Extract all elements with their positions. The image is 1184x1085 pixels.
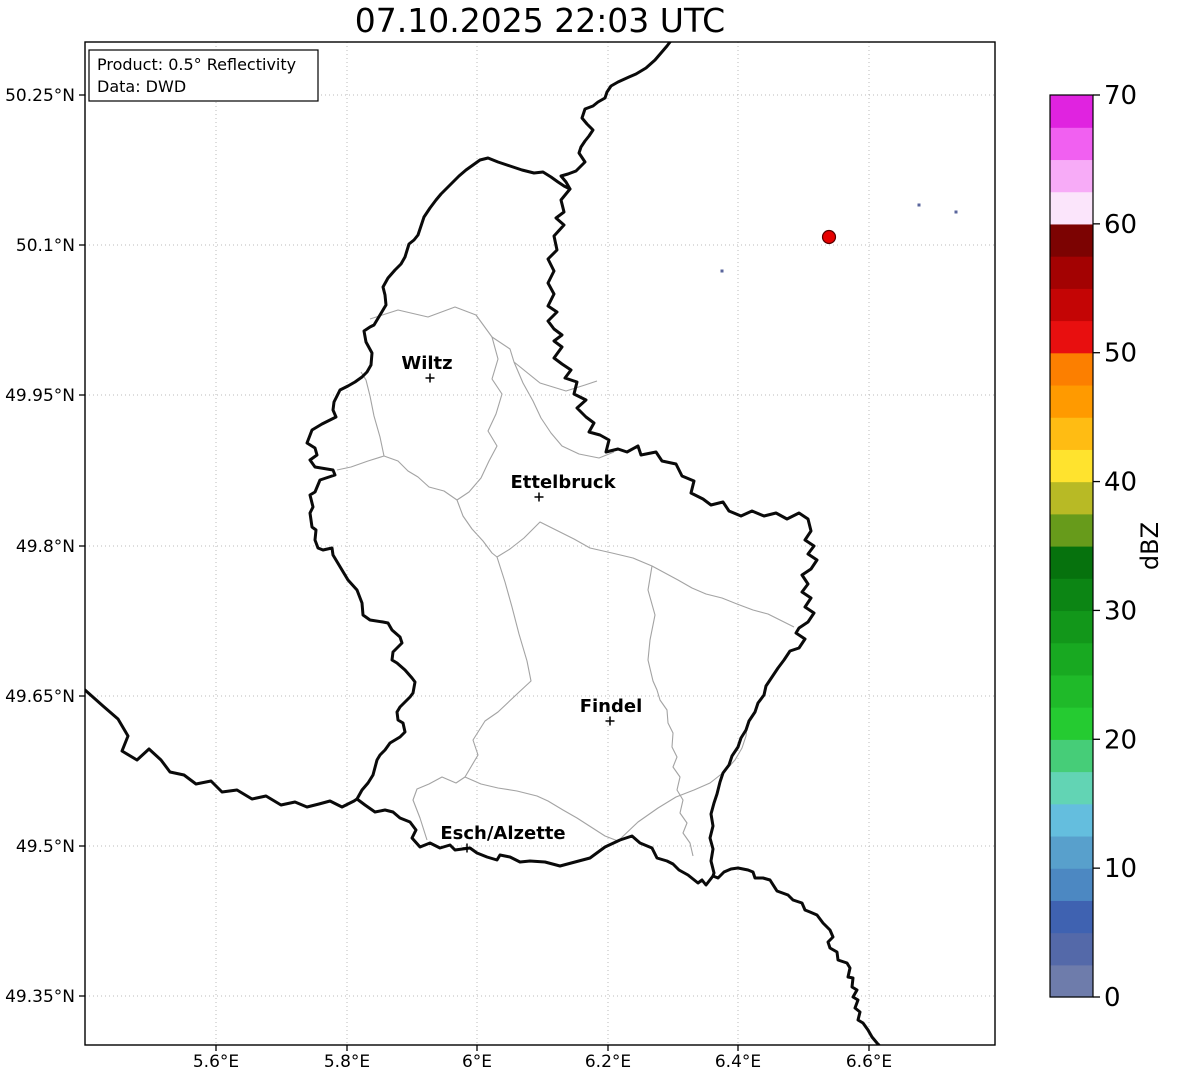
colorbar-tick-label: 40 <box>1104 468 1137 498</box>
lon-tick-label: 6.6°E <box>846 1052 892 1072</box>
colorbar-segment <box>1050 95 1093 128</box>
colorbar-unit-label: dBZ <box>1136 522 1164 570</box>
colorbar-segment <box>1050 739 1093 773</box>
city-marker-icon <box>534 492 544 502</box>
colorbar-segment <box>1050 674 1093 708</box>
colorbar-tick-label: 20 <box>1104 725 1137 755</box>
product-label: Product: 0.5° Reflectivity <box>97 55 296 74</box>
france-belgium-border-path <box>85 688 359 809</box>
lon-tick-label: 5.6°E <box>193 1052 239 1072</box>
colorbar-segment <box>1050 256 1093 289</box>
france-germany-border-path <box>711 866 881 1045</box>
colorbar-segment <box>1050 932 1093 966</box>
lat-tick-label: 49.8°N <box>16 537 75 557</box>
radar-echo-weak <box>954 210 958 214</box>
colorbar-segment <box>1050 127 1093 161</box>
internal-boundary-path <box>617 726 748 842</box>
colorbar-segment <box>1050 900 1093 934</box>
internal-boundary-path <box>513 361 615 459</box>
colorbar-segment <box>1050 964 1093 998</box>
colorbar-tick-label: 70 <box>1104 81 1137 111</box>
lon-tick-label: 6°E <box>462 1052 492 1072</box>
colorbar-segment <box>1050 320 1093 354</box>
lat-tick-label: 49.5°N <box>16 837 75 857</box>
luxembourg-border-path <box>305 156 819 887</box>
figure-title: 07.10.2025 22:03 UTC <box>355 1 725 40</box>
internal-boundary-path <box>360 371 385 457</box>
lon-tick-label: 5.8°E <box>324 1052 370 1072</box>
colorbar-segment <box>1050 868 1093 901</box>
radar-echo-weak <box>917 203 921 207</box>
internal-boundary-path <box>464 776 619 842</box>
border-layer <box>85 42 881 1045</box>
radar-echo-layer <box>720 203 958 273</box>
internal-boundary-path <box>336 336 503 501</box>
colorbar-segment <box>1050 352 1093 386</box>
colorbar-segment <box>1050 610 1093 644</box>
colorbar-segment <box>1050 513 1093 547</box>
colorbar-segment <box>1050 707 1093 740</box>
city-label: Wiltz <box>401 353 452 374</box>
lat-tick-label: 50.25°N <box>5 86 75 106</box>
product-info-box-frame <box>88 49 319 102</box>
colorbar-segment <box>1050 578 1093 612</box>
colorbar-segment <box>1050 546 1093 579</box>
lon-tick-label: 6.4°E <box>715 1052 761 1072</box>
colorbar-segment <box>1050 417 1093 450</box>
colorbar-segment <box>1050 449 1093 483</box>
axis-layer: 5.6°E 5.8°E 6°E 6.2°E 6.4°E 6.6°E 50.25°N 50.1°… <box>5 86 892 1072</box>
lon-tick-label: 6.2°E <box>585 1052 631 1072</box>
colorbar-tick-label: 60 <box>1104 210 1137 240</box>
lat-tick-label: 49.65°N <box>5 687 75 707</box>
internal-boundary-path <box>412 556 532 841</box>
colorbar-segment <box>1050 771 1093 805</box>
radar-echo-strong <box>821 229 837 245</box>
colorbar-tick-label: 10 <box>1104 854 1137 884</box>
product-info-box: Product: 0.5° Reflectivity Data: DWD <box>88 49 319 102</box>
internal-boundary-path <box>456 499 795 628</box>
city-label-layer: Wiltz Ettelbruck Findel Esch/Alzette <box>401 353 642 853</box>
city-marker-icon <box>425 373 435 383</box>
colorbar-segment <box>1050 191 1093 225</box>
belgium-germany-border-path <box>559 42 672 191</box>
colorbar-tick-label: 30 <box>1104 596 1137 626</box>
colorbar-tick-label: 50 <box>1104 339 1137 369</box>
lat-tick-label: 50.1°N <box>16 236 75 256</box>
city-marker-icon <box>462 843 472 853</box>
colorbar-tick-label: 0 <box>1104 983 1121 1013</box>
lat-tick-label: 49.95°N <box>5 386 75 406</box>
colorbar-segment <box>1050 223 1093 257</box>
city-label: Esch/Alzette <box>440 823 565 844</box>
colorbar-segment <box>1050 384 1093 418</box>
internal-boundary-path <box>647 565 694 857</box>
colorbar-segment <box>1050 642 1093 676</box>
city-label: Findel <box>580 696 643 717</box>
map-layer: Wiltz Ettelbruck Findel Esch/Alzette <box>85 42 958 1045</box>
colorbar-segment <box>1050 481 1093 515</box>
colorbar-segment <box>1050 835 1093 869</box>
colorbar-segment <box>1050 803 1093 837</box>
colorbar-axis: 0 10 20 30 40 50 60 70 <box>1093 81 1137 1013</box>
colorbar-frame <box>1049 94 1094 998</box>
colorbar-segment <box>1050 159 1093 193</box>
colorbar-segment <box>1050 288 1093 322</box>
radar-echo-weak <box>720 269 724 273</box>
city-label: Ettelbruck <box>510 472 616 493</box>
data-source-label: Data: DWD <box>97 77 186 96</box>
colorbar <box>1050 95 1093 998</box>
internal-boundary-path <box>369 306 598 392</box>
plot-frame <box>84 41 996 1046</box>
lat-tick-label: 49.35°N <box>5 987 75 1007</box>
city-marker-icon <box>605 716 615 726</box>
